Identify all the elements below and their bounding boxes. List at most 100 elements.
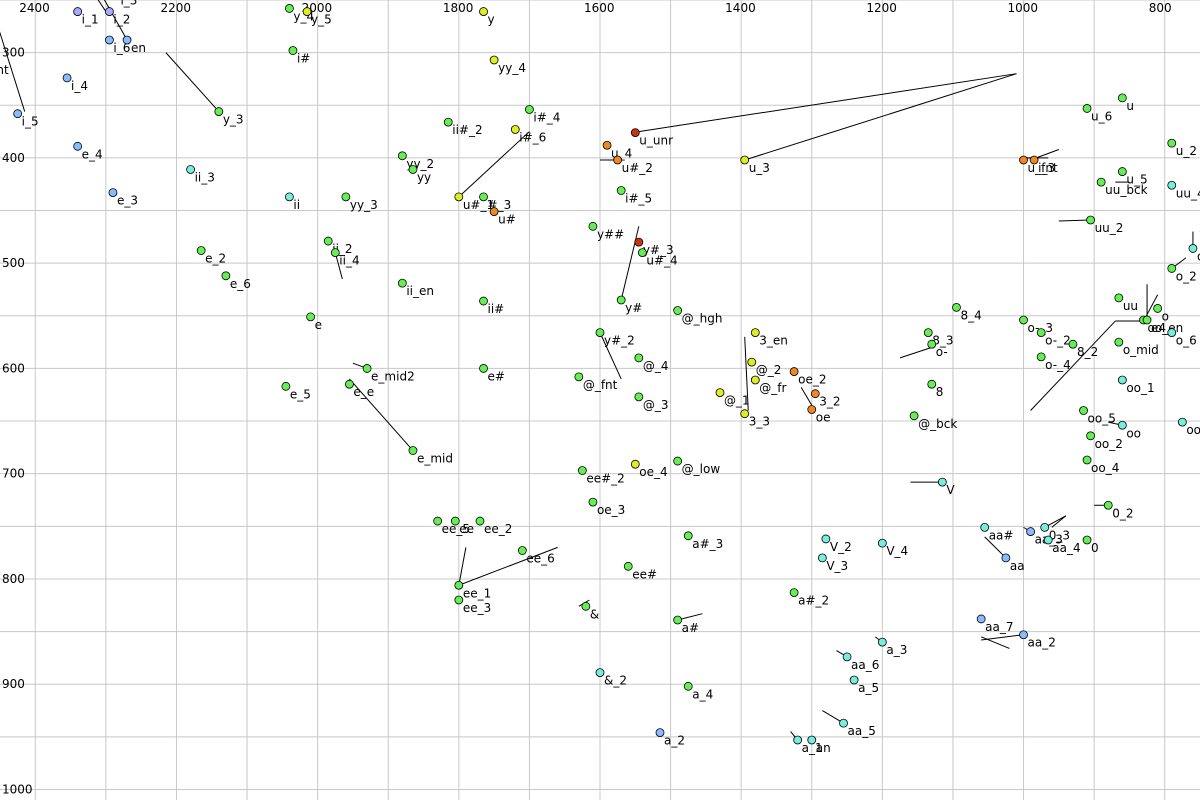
point-label: oo_5 [1088,412,1116,426]
data-point [937,477,947,487]
point-label: y## [597,227,624,241]
point-label: oe_2 [798,373,826,387]
data-point [1082,104,1092,113]
point-label: u_5 [1126,173,1147,187]
data-point [454,580,464,590]
point-label: e_mid2 [371,369,415,383]
axis-tick-labels: 2400 2200 2000 1800 1600 1400 1200 1000 80030040… [2,1,1172,796]
point-label: @_2 [756,363,782,377]
data-point [1167,180,1177,190]
connector-line [599,332,622,380]
point-label: ee_6 [526,552,554,566]
point-label: @_hgh [682,312,723,326]
data-point [750,328,760,338]
data-point [574,372,584,382]
point-label: i_2 [113,13,130,27]
data-point [433,516,443,526]
point-label: ii [293,198,300,212]
point-label: a_5 [858,681,879,695]
point-label: uu_bck [1105,183,1147,197]
data-point [927,339,937,349]
point-label: aa# [989,528,1014,542]
data-point [341,192,351,202]
connector-line [980,636,1010,649]
point-label: oe_4 [639,465,667,479]
point-label: a# [682,621,699,635]
point-label: ee_5 [442,522,470,536]
point-label: o_mid [1123,343,1159,357]
data-point [1167,264,1177,273]
point-label: ee [459,522,474,536]
connector-line [981,634,1024,641]
point-label: @_1 [724,394,750,408]
point-label: uu [1123,299,1138,313]
point-label: o_6 [1176,334,1197,348]
point-label: ii_3 [195,170,215,184]
connector-line [349,378,414,451]
data-point [397,151,407,161]
point-label: i_4 [71,79,88,93]
point-label: ii# [488,302,505,316]
point-label: ii_en [406,284,434,298]
data-point [1096,177,1106,187]
connector-line [458,131,530,198]
point-label: 8_4 [960,308,981,322]
point-label: ee# [632,567,657,581]
data-point [1177,417,1187,427]
data-point [285,4,294,13]
data-point [73,7,83,16]
data-point [673,306,683,315]
y-tick-label: 400 [2,151,25,165]
data-point [186,165,195,174]
x-tick-label: 800 [1149,1,1172,15]
data-point [196,246,206,255]
data-point [454,192,464,202]
data-point [1068,339,1078,349]
point-label: yy_3 [350,198,378,212]
data-point [616,295,626,305]
point-label: i_1 [82,13,99,27]
data-point [613,155,623,165]
data-point [1019,630,1028,640]
point-label: a#_2 [798,594,829,608]
point-label: 3_en [759,334,788,348]
data-point [108,188,118,198]
data-point [1082,455,1092,465]
y-tick-label: 300 [2,46,25,60]
point-label: y [488,13,495,27]
x-tick-label: 2200 [160,1,191,15]
connector-line [984,536,1007,559]
point-label: @_3 [643,398,669,412]
point-label: e_2 [205,252,226,266]
data-point [1114,293,1124,303]
y-tick-label: 800 [2,572,25,586]
point-label: @_4 [643,359,669,373]
data-point [1082,535,1092,545]
point-label: yy [417,170,431,184]
data-point [450,516,460,526]
data-point [73,141,83,151]
data-point [630,459,640,469]
data-point [1043,535,1053,545]
point-label: V_2 [830,540,852,554]
point-label: o-_4 [1045,358,1071,372]
y-tick-label: 900 [2,677,25,691]
point-label: i_3 [120,0,137,8]
data-point [673,615,683,625]
data-point [105,35,114,45]
point-label: o-_2 [1045,334,1071,348]
connector-line [620,226,640,301]
point-label: i_6 [113,41,130,55]
point-label: 8_2 [1077,345,1098,359]
data-point [1019,155,1028,165]
point-label: e_3 [117,194,138,208]
point-label: i#_4 [533,110,560,124]
point-label: ee#_2 [586,472,624,486]
data-point [927,379,937,389]
data-point [288,46,298,55]
data-point [683,531,693,541]
point-label: 3_2 [819,395,840,409]
data-point [952,302,961,312]
point-label: i_fnt [0,63,9,77]
point-label: e_5 [290,387,311,401]
